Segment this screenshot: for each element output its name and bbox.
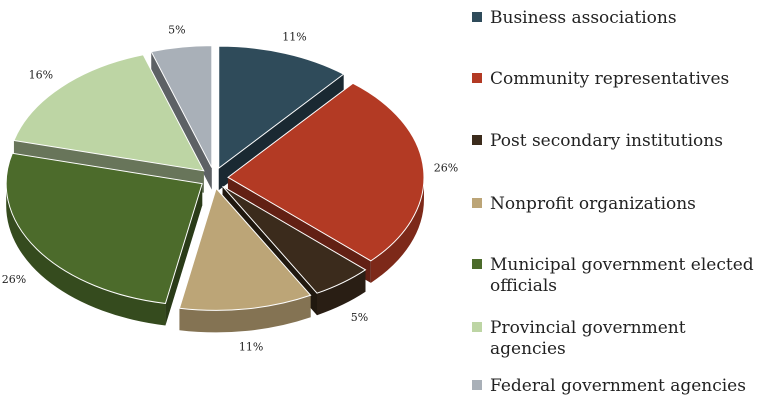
- pie-slice-wall-4: [6, 183, 166, 326]
- pie-slice-5: [13, 54, 205, 193]
- legend-item-3: Nonprofit organizations: [472, 194, 762, 215]
- legend-label-1: Community representatives: [490, 69, 730, 89]
- legend-item-5: Provincial government agencies: [472, 318, 762, 360]
- pie-slice-top-4: [5, 152, 203, 305]
- pie-slice-top-0: [218, 45, 345, 170]
- legend-label-0: Business associations: [490, 8, 677, 28]
- legend-swatch-5: [472, 322, 482, 332]
- pie-slice-6: [150, 45, 213, 190]
- legend-swatch-1: [472, 73, 482, 83]
- pie-slice-top-3: [178, 187, 312, 311]
- legend-label-3: Nonprofit organizations: [490, 194, 696, 214]
- data-label-3: 11%: [239, 341, 263, 354]
- legend: Business associations Community represent…: [462, 0, 762, 412]
- pie-slice-3: [178, 187, 312, 333]
- pie-slice-top-5: [13, 54, 205, 172]
- legend-item-0: Business associations: [472, 8, 762, 29]
- legend-swatch-0: [472, 12, 482, 22]
- legend-swatch-6: [472, 380, 482, 390]
- legend-item-4: Municipal government elected officials: [472, 255, 762, 297]
- data-label-2: 5%: [351, 311, 368, 324]
- data-label-0: 11%: [282, 30, 306, 43]
- pie-slice-side-6-0: [151, 51, 212, 190]
- legend-swatch-3: [472, 198, 482, 208]
- legend-item-2: Post secondary institutions: [472, 131, 762, 152]
- pie-slice-wall-2: [317, 269, 366, 316]
- legend-label-6: Federal government agencies: [490, 376, 746, 396]
- legend-item-6: Federal government agencies: [472, 376, 762, 397]
- legend-label-4: Municipal government elected officials: [490, 255, 754, 296]
- legend-swatch-4: [472, 259, 482, 269]
- data-label-5: 16%: [29, 69, 53, 82]
- legend-label-2: Post secondary institutions: [490, 131, 723, 151]
- data-label-4: 26%: [2, 273, 26, 286]
- pie-chart: 11% 26% 5% 11% 26% 16% 5%: [2, 23, 458, 354]
- legend-item-1: Community representatives: [472, 69, 762, 90]
- legend-swatch-2: [472, 135, 482, 145]
- pie-slice-top-2: [222, 185, 367, 294]
- data-label-1: 26%: [434, 162, 458, 175]
- pie-slice-side-4-0: [165, 183, 203, 326]
- pie-slice-top-6: [150, 45, 213, 168]
- pie-slice-4: [5, 152, 203, 326]
- pie-slice-top-1: [227, 82, 425, 262]
- data-label-6: 5%: [168, 23, 185, 36]
- pie-slice-wall-1: [370, 177, 424, 283]
- legend-label-5: Provincial government agencies: [490, 318, 686, 359]
